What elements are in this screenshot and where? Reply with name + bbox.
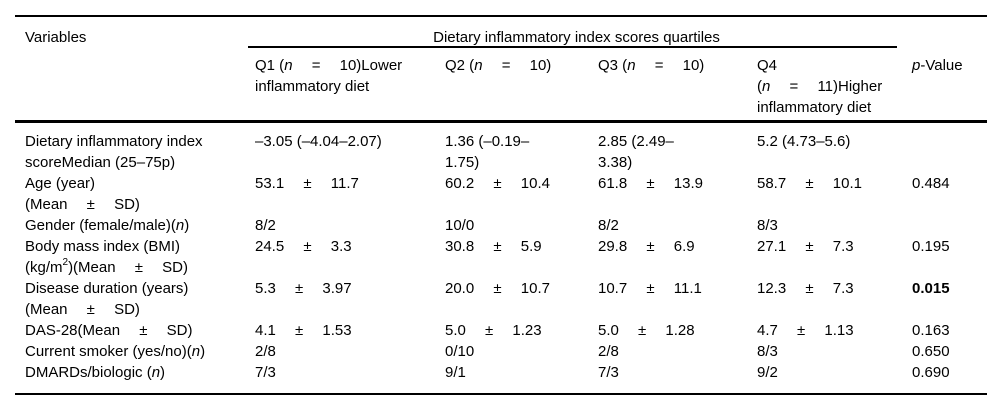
row-label: Age (year) (Mean ± SD): [25, 174, 140, 213]
column-group-header: Dietary inflammatory index scores quarti…: [248, 16, 905, 48]
value-cell: 7/3: [598, 363, 619, 381]
value-cell: 8/2: [598, 216, 619, 234]
table-row: Age (year) (Mean ± SD) 53.1 ± 11.7 60.2 ± …: [15, 173, 987, 215]
value-cell: 8/3: [757, 342, 778, 360]
column-header-q2: Q2 (n = 10): [438, 48, 591, 123]
header-spacer: [905, 16, 987, 48]
row-label: DMARDs/biologic (n): [25, 363, 166, 381]
value-cell: 20.0 ± 10.7: [445, 279, 550, 297]
value-cell: 5.0 ± 1.23: [445, 321, 542, 339]
value-cell: 4.7 ± 1.13: [757, 321, 854, 339]
value-cell: 10.7 ± 11.1: [598, 279, 702, 297]
column-header-q4: Q4 (n = 11)Higher inflammatory diet: [750, 48, 906, 123]
value-cell: 2.85 (2.49– 3.38): [598, 132, 674, 171]
table-body: Dietary inflammatory index scoreMedian (…: [15, 121, 987, 394]
spanner-rule-line: [248, 46, 898, 48]
row-label: DAS-28(Mean ± SD): [25, 321, 193, 339]
table-row: Dietary inflammatory index scoreMedian (…: [15, 121, 987, 173]
row-label: Body mass index (BMI) (kg/m2)(Mean ± SD): [25, 237, 188, 276]
value-cell: 2/8: [255, 342, 276, 360]
p-value-cell: [905, 215, 987, 236]
row-label: Gender (female/male)(n): [25, 216, 190, 234]
value-cell: 9/1: [445, 363, 466, 381]
value-cell: 27.1 ± 7.3: [757, 237, 854, 255]
p-value-cell: 0.690: [912, 363, 950, 381]
spanner-label: Dietary inflammatory index scores quarti…: [433, 29, 720, 46]
column-header-p-value: p-Value: [905, 48, 988, 123]
value-cell: 4.1 ± 1.53: [255, 321, 352, 339]
value-cell: 60.2 ± 10.4: [445, 174, 550, 192]
value-cell: 8/3: [757, 216, 778, 234]
quartiles-table: Variables Dietary inflammatory index sco…: [15, 15, 988, 395]
value-cell: 24.5 ± 3.3: [255, 237, 352, 255]
p-value-cell: 0.650: [912, 342, 950, 360]
value-cell: 9/2: [757, 363, 778, 381]
value-cell: 7/3: [255, 363, 276, 381]
value-cell: 8/2: [255, 216, 276, 234]
p-value-cell: 0.195: [912, 237, 950, 255]
value-cell: 12.3 ± 7.3: [757, 279, 854, 297]
table-row: DAS-28(Mean ± SD) 4.1 ± 1.53 5.0 ± 1.23 5.0…: [15, 320, 987, 341]
value-cell: 29.8 ± 6.9: [598, 237, 695, 255]
value-cell: 2/8: [598, 342, 619, 360]
value-cell: 5.3 ± 3.97: [255, 279, 352, 297]
row-label: Current smoker (yes/no)(n): [25, 342, 206, 360]
column-header-q1: Q1 (n = 10)Lower inflammatory diet: [248, 48, 438, 123]
column-header-q3: Q3 (n = 10): [591, 48, 750, 123]
value-cell: 53.1 ± 11.7: [255, 174, 359, 192]
value-cell: 5.0 ± 1.28: [598, 321, 695, 339]
p-value-cell: 0.163: [912, 321, 950, 339]
value-cell: –3.05 (–4.04–2.07): [255, 132, 382, 150]
header-row-spanner: Variables Dietary inflammatory index sco…: [15, 16, 987, 123]
table-row: Gender (female/male)(n) 8/2 10/0 8/2 8/3: [15, 215, 987, 236]
table-row: DMARDs/biologic (n) 7/3 9/1 7/3 9/2 0.690: [15, 362, 987, 394]
column-header-variables: Variables: [15, 16, 248, 123]
value-cell: 10/0: [445, 216, 475, 234]
p-value-cell: 0.484: [912, 174, 950, 192]
p-value-cell: 0.015: [912, 279, 950, 297]
row-label: Disease duration (years) (Mean ± SD): [25, 279, 189, 318]
row-label: Dietary inflammatory index scoreMedian (…: [25, 132, 203, 171]
value-cell: 1.36 (–0.19– 1.75): [445, 132, 530, 171]
value-cell: 5.2 (4.73–5.6): [757, 132, 851, 150]
p-value-cell: [905, 121, 987, 173]
value-cell: 58.7 ± 10.1: [757, 174, 862, 192]
value-cell: 0/10: [445, 342, 475, 360]
value-cell: 61.8 ± 13.9: [598, 174, 703, 192]
table-row: Current smoker (yes/no)(n) 2/8 0/10 2/8 8/3 0…: [15, 341, 987, 362]
value-cell: 30.8 ± 5.9: [445, 237, 542, 255]
header-row-columns: Q1 (n = 10)Lower inflammatory diet Q2 (n…: [15, 48, 988, 123]
table-row: Body mass index (BMI) (kg/m2)(Mean ± SD)…: [15, 236, 987, 278]
table-row: Disease duration (years) (Mean ± SD) 5.3 …: [15, 278, 987, 320]
table-header: Variables Dietary inflammatory index sco…: [15, 16, 988, 123]
